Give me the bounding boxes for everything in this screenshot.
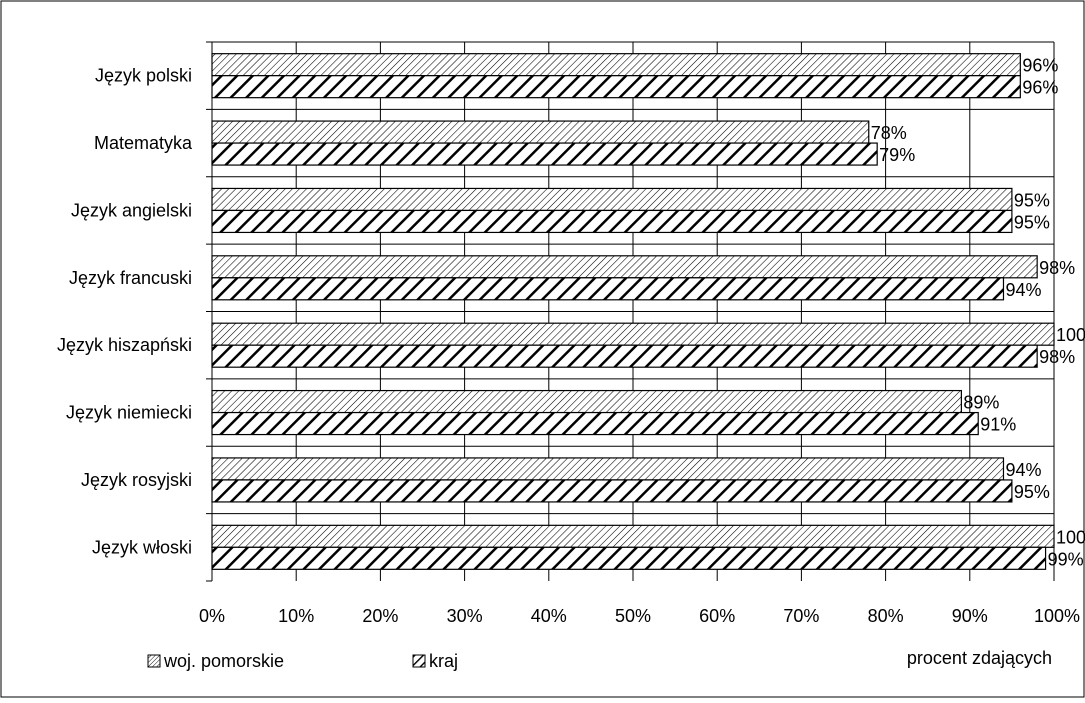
data-label-jezyk-rosyjski-kraj: 95% bbox=[1014, 482, 1050, 502]
category-label-jezyk-niemiecki: Język niemiecki bbox=[66, 403, 192, 423]
data-label-jezyk-wloski-kraj: 99% bbox=[1048, 549, 1084, 569]
legend-swatch-kraj bbox=[412, 654, 426, 668]
bar-jezyk-polski-woj-pomorskie bbox=[211, 53, 1021, 77]
data-label-jezyk-wloski-woj-pomorskie: 100% bbox=[1056, 527, 1085, 547]
x-tick-label-50: 50% bbox=[615, 606, 651, 626]
category-label-jezyk-rosyjski: Język rosyjski bbox=[81, 470, 192, 490]
data-labels: 96%96%78%79%95%95%98%94%100%98%89%91%94%… bbox=[871, 56, 1085, 570]
bar-matematyka-woj-pomorskie bbox=[211, 120, 870, 144]
data-label-matematyka-woj-pomorskie: 78% bbox=[871, 123, 907, 143]
data-label-jezyk-angielski-kraj: 95% bbox=[1014, 212, 1050, 232]
category-label-jezyk-hiszapnski: Język hiszapński bbox=[57, 335, 192, 355]
x-tick-label-0: 0% bbox=[199, 606, 225, 626]
x-tick-label-100: 100% bbox=[1034, 606, 1080, 626]
x-tick-label-20: 20% bbox=[362, 606, 398, 626]
x-tick-label-70: 70% bbox=[783, 606, 819, 626]
bar-jezyk-wloski-kraj bbox=[211, 546, 1047, 570]
category-label-jezyk-angielski: Język angielski bbox=[71, 200, 192, 220]
y-axis bbox=[206, 41, 1054, 582]
data-label-jezyk-niemiecki-woj-pomorskie: 89% bbox=[963, 393, 999, 413]
data-label-jezyk-francuski-kraj: 94% bbox=[1005, 280, 1041, 300]
legend-item-woj-pomorskie: woj. pomorskie bbox=[147, 651, 284, 671]
bar-jezyk-francuski-kraj bbox=[211, 277, 1005, 301]
x-tick-label-60: 60% bbox=[699, 606, 735, 626]
data-label-jezyk-polski-woj-pomorskie: 96% bbox=[1022, 56, 1058, 76]
legend-label-kraj: kraj bbox=[429, 651, 458, 671]
category-label-jezyk-polski: Język polski bbox=[95, 66, 192, 86]
x-tick-label-80: 80% bbox=[868, 606, 904, 626]
x-tick-label-90: 90% bbox=[952, 606, 988, 626]
legend-swatch-woj-pomorskie bbox=[147, 654, 161, 668]
legend-label-woj-pomorskie: woj. pomorskie bbox=[163, 651, 284, 671]
category-label-jezyk-francuski: Język francuski bbox=[69, 268, 192, 288]
bar-jezyk-rosyjski-kraj bbox=[211, 479, 1013, 503]
category-labels: Język polski Matematyka Język angielski Jęz… bbox=[57, 66, 193, 558]
category-label-jezyk-wloski: Język włoski bbox=[92, 537, 192, 557]
data-label-jezyk-angielski-woj-pomorskie: 95% bbox=[1014, 190, 1050, 210]
x-tick-label-40: 40% bbox=[531, 606, 567, 626]
category-label-matematyka: Matematyka bbox=[94, 133, 193, 153]
bar-jezyk-francuski-woj-pomorskie bbox=[211, 255, 1038, 279]
legend-item-kraj: kraj bbox=[412, 651, 458, 671]
data-label-jezyk-hiszapnski-woj-pomorskie: 100% bbox=[1056, 325, 1085, 345]
data-label-jezyk-polski-kraj: 96% bbox=[1022, 78, 1058, 98]
bar-jezyk-hiszapnski-kraj bbox=[211, 344, 1038, 368]
bar-jezyk-angielski-woj-pomorskie bbox=[211, 187, 1013, 212]
bar-jezyk-niemiecki-kraj bbox=[211, 411, 979, 436]
bar-jezyk-polski-kraj bbox=[211, 75, 1021, 99]
data-label-jezyk-francuski-woj-pomorskie: 98% bbox=[1039, 258, 1075, 278]
bar-jezyk-angielski-kraj bbox=[211, 209, 1013, 234]
bar-jezyk-wloski-woj-pomorskie bbox=[211, 524, 1055, 548]
x-tick-label-10: 10% bbox=[278, 606, 314, 626]
bar-jezyk-hiszapnski-woj-pomorskie bbox=[211, 322, 1055, 346]
x-axis-title: procent zdających bbox=[907, 648, 1052, 668]
x-tick-label-30: 30% bbox=[447, 606, 483, 626]
x-tick-labels: 0% 10% 20% 30% 40% 50% 60% 70% 80% 90% 100% bbox=[199, 606, 1080, 626]
bars bbox=[211, 53, 1055, 570]
data-label-jezyk-niemiecki-kraj: 91% bbox=[980, 415, 1016, 435]
legend: woj. pomorskie kraj bbox=[147, 651, 458, 671]
bar-jezyk-niemiecki-woj-pomorskie bbox=[211, 389, 962, 414]
bar-matematyka-kraj bbox=[211, 142, 878, 166]
data-label-jezyk-rosyjski-woj-pomorskie: 94% bbox=[1005, 460, 1041, 480]
bar-jezyk-rosyjski-woj-pomorskie bbox=[211, 457, 1005, 481]
data-label-matematyka-kraj: 79% bbox=[879, 145, 915, 165]
data-label-jezyk-hiszapnski-kraj: 98% bbox=[1039, 347, 1075, 367]
